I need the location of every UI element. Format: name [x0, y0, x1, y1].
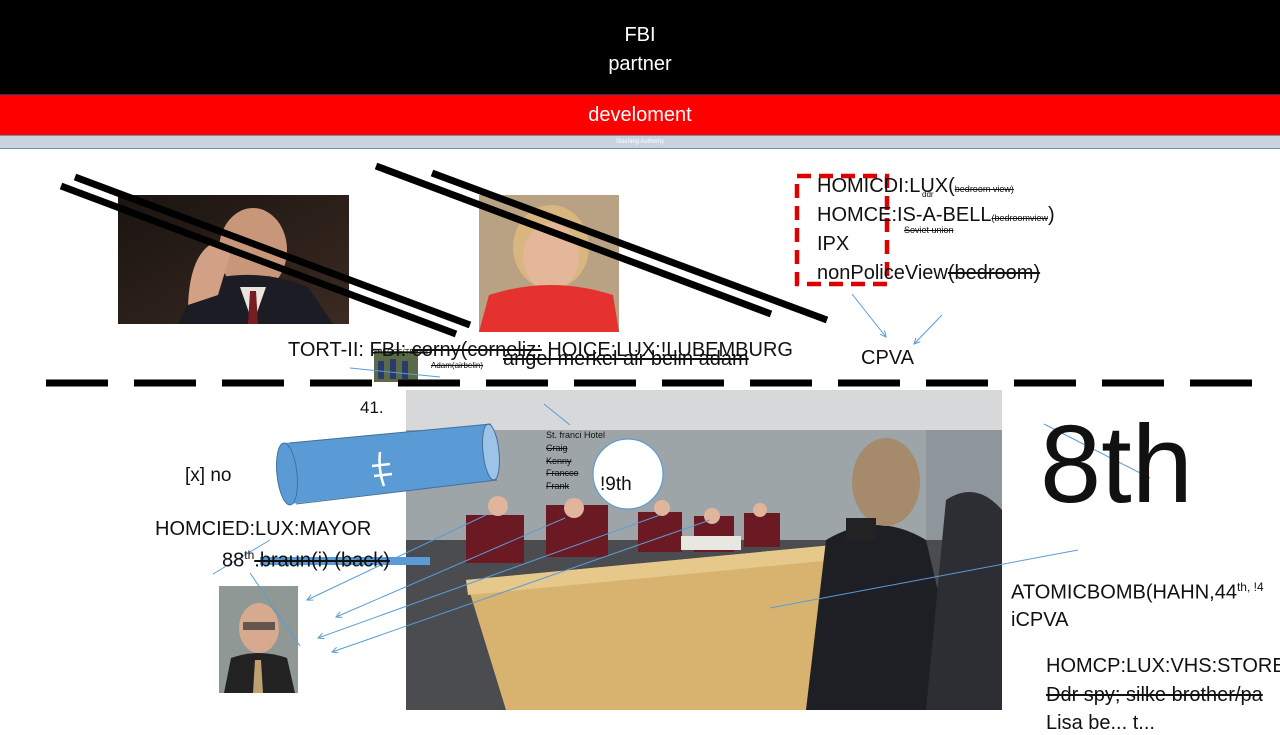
- strike-line: [430, 169, 829, 324]
- banner-bar: develoment: [0, 95, 1280, 135]
- hotel-name: Francco: [546, 468, 579, 478]
- ninth-label: !9th: [600, 474, 632, 495]
- annotation-overlay: [46, 162, 1252, 720]
- note-line-2-text: HOMCE:IS-A-BELL: [817, 204, 992, 226]
- arrow: [914, 314, 943, 344]
- cut-off-line: Lisa be... t...: [1046, 712, 1155, 734]
- arrow: [851, 293, 886, 337]
- circle-shape: [592, 438, 664, 510]
- hotel-name: Craig: [546, 443, 568, 453]
- arrow: [212, 539, 271, 575]
- tort-fbi: FBI:: [369, 339, 407, 361]
- atomic-sup: th, !4: [1236, 580, 1264, 594]
- arrow: [543, 403, 571, 426]
- arrow: [769, 549, 1079, 609]
- arrow: [336, 517, 566, 617]
- vhs-line: HOMCP:LUX:VHS:STORE: [1046, 655, 1280, 677]
- header-title: FBI: [624, 24, 656, 46]
- adam-caption: Adam(airbelin): [431, 361, 484, 370]
- header-bar: FBI partner: [0, 0, 1280, 95]
- no-option[interactable]: [x] no: [185, 465, 232, 486]
- arrow: [1043, 423, 1151, 479]
- arrow: [349, 367, 441, 378]
- hotel-name: Frank: [546, 481, 570, 491]
- tort-line: TORT-II: FBI: corny(corneliz: HOICE:LUX:…: [288, 339, 793, 362]
- selfie-photo: [219, 586, 298, 693]
- mayor-line: HOMCIED:LUX:MAYOR: [155, 518, 372, 540]
- note-line-2: HOMCE:IS-A-BELL(bedroomview): [817, 204, 1055, 227]
- atomic-line: ATOMICBOMB(HAHN,44th, !4: [1011, 580, 1264, 605]
- braun-line: 88th.braun(i) (back): [222, 548, 390, 573]
- note-line-4-text: nonPoliceView: [817, 262, 948, 284]
- hotel-title: St. franci Hotel: [546, 430, 606, 440]
- note-line-1-tiny: ddr: [922, 190, 934, 199]
- portrait-photo-left: [118, 195, 349, 324]
- courtroom-photo: [406, 390, 1002, 710]
- header-subtitle: partner: [608, 53, 672, 75]
- number-41: 41.: [360, 398, 384, 417]
- ddr-spy-line: Ddr spy; silke brother/pa: [1046, 684, 1263, 706]
- red-dashed-box: [794, 173, 890, 287]
- braun-88-sup: th: [244, 548, 255, 562]
- note-line-1-text: HOMICDI:LUX(: [817, 175, 955, 197]
- arrow: [249, 572, 301, 647]
- strike-line: [374, 162, 773, 318]
- tort-corny: corny(corneliz:: [411, 339, 542, 361]
- icpva-label: iCPVA: [1011, 609, 1069, 631]
- tort-prefix: TORT-II:: [288, 339, 364, 361]
- braun-text: .braun(i) (back): [254, 549, 390, 572]
- note-line-3: IPX: [817, 233, 850, 255]
- thumb-caption: GREGGS(TBRES): [372, 349, 431, 356]
- braun-88: 88: [222, 549, 245, 572]
- note-line-1-small: bedroom view): [954, 184, 1014, 194]
- note-line-1: HOMICDI:LUX(bedroom view): [817, 175, 1014, 198]
- atomic-text: ATOMICBOMB(HAHN,44: [1011, 581, 1237, 604]
- strike-line: [73, 173, 472, 329]
- cylinder-shape: [276, 423, 500, 506]
- note-line-4-strike: (bedroom): [947, 262, 1041, 284]
- note-line-2-tiny: Soviet union: [904, 225, 954, 235]
- tort-hoice: HOICE:LUX:!LUBEMBURG: [547, 339, 793, 361]
- eighth-label: 8th: [1040, 403, 1193, 526]
- highlight-bar: [260, 557, 430, 565]
- angel-line: angel merkel air belin adam: [503, 348, 749, 370]
- hotel-name: Kenny: [546, 456, 572, 466]
- small-thumbnail: [374, 351, 418, 382]
- note-line-2-close: ): [1048, 204, 1055, 226]
- sub-banner: Slashing Authority: [0, 135, 1280, 149]
- note-line-4: nonPoliceView(bedroom): [817, 262, 1040, 285]
- cpva-label: CPVA: [861, 347, 914, 369]
- strike-line: [59, 182, 458, 338]
- arrow: [318, 514, 661, 638]
- note-line-2-small: (bedroomview: [991, 213, 1049, 223]
- arrow: [332, 519, 711, 652]
